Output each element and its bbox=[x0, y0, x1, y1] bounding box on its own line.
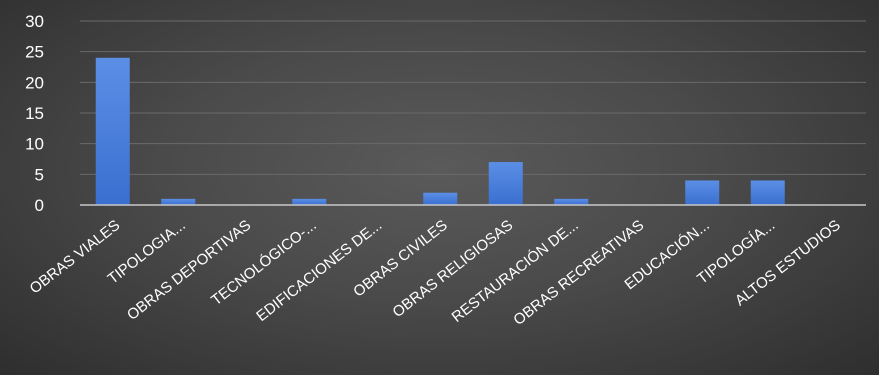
x-category-label: OBRAS RECREATIVAS bbox=[510, 217, 647, 329]
y-axis-tick-labels: 0 5 10 15 20 25 30 bbox=[25, 12, 44, 215]
y-tick-label: 15 bbox=[25, 104, 44, 123]
y-tick-label: 10 bbox=[25, 135, 44, 154]
bars bbox=[95, 57, 785, 205]
bar bbox=[554, 198, 589, 205]
gridlines bbox=[80, 20, 866, 175]
y-tick-label: 30 bbox=[25, 12, 44, 31]
x-category-label: EDIFICACIONES DE... bbox=[253, 217, 385, 325]
y-tick-label: 0 bbox=[35, 196, 44, 215]
x-category-label: RESTAURACIÓN DE... bbox=[449, 217, 582, 326]
bar bbox=[488, 162, 523, 205]
x-category-label: OBRAS RELIGIOSAS bbox=[389, 217, 516, 321]
y-tick-label: 25 bbox=[25, 43, 44, 62]
bar bbox=[423, 192, 458, 205]
x-category-label: OBRAS DEPORTIVAS bbox=[124, 217, 254, 324]
bar bbox=[750, 180, 785, 205]
y-tick-label: 20 bbox=[25, 73, 44, 92]
bar bbox=[161, 198, 196, 205]
bar bbox=[685, 180, 720, 205]
bar bbox=[95, 57, 130, 205]
y-tick-label: 5 bbox=[35, 165, 44, 184]
bar bbox=[292, 198, 327, 205]
x-category-label: OBRAS VIALES bbox=[27, 217, 124, 298]
